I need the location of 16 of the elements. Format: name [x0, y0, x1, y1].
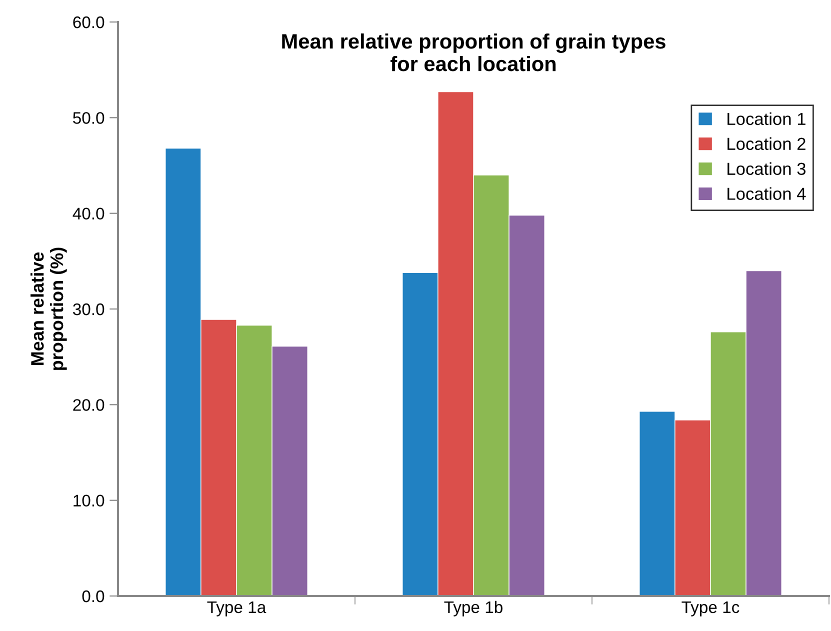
legend-label: Location 1: [728, 112, 806, 126]
y-axis-title: Mean relative proportion (%): [30, 248, 67, 370]
legend-label: Location 3: [728, 162, 806, 176]
x-tick-label: Type 1c: [682, 601, 740, 616]
y-tick-label: 60.0: [73, 16, 104, 28]
y-tick-label: 40.0: [72, 208, 104, 220]
y-tick-label: 30.0: [73, 303, 104, 316]
x-tick-label: Type 1a: [207, 601, 266, 616]
y-tick-label: 10.0: [74, 494, 104, 507]
legend-label: Location 2: [728, 137, 806, 150]
text: Mean relative proportion of grain types for each location: [282, 33, 666, 72]
legend-label: Location 4: [728, 187, 806, 200]
y-tick-label: 50.0: [73, 112, 104, 124]
y-tick-label: 0.0: [82, 590, 104, 602]
x-tick-label: Type 1b: [444, 600, 502, 616]
y-tick-label: 20.0: [73, 399, 104, 411]
